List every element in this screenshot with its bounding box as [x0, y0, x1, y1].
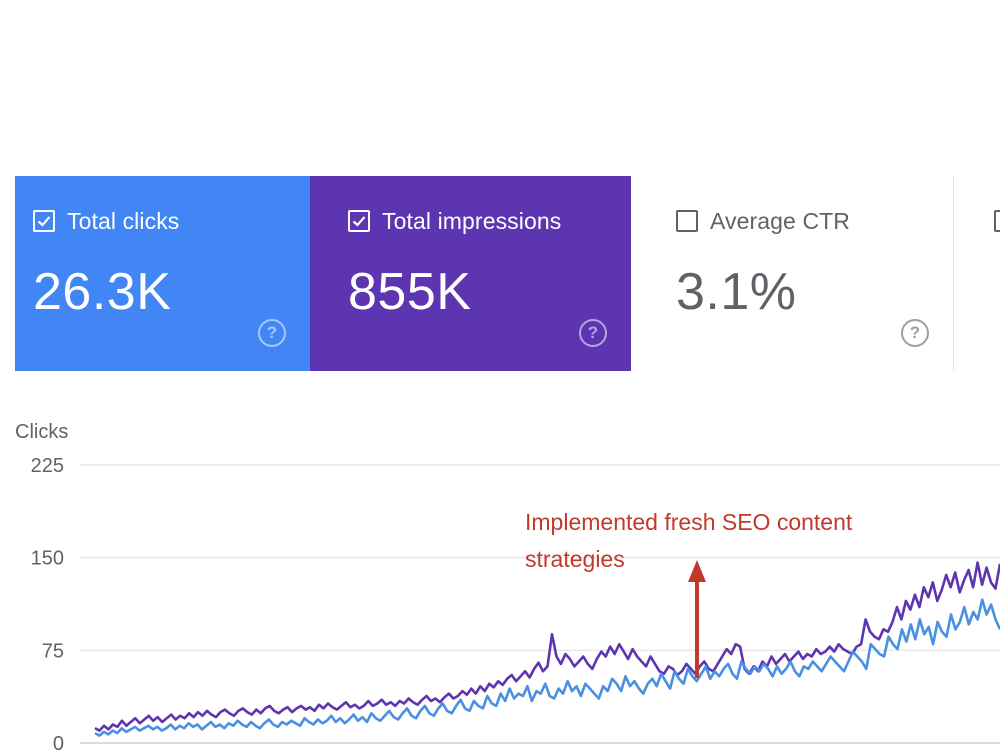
help-icon[interactable]: ?	[579, 319, 607, 347]
arrow-up-icon	[688, 560, 706, 582]
chart-series	[95, 563, 1000, 736]
y-tick-label: 0	[53, 733, 64, 750]
metric-label: Total clicks	[67, 208, 179, 235]
annotation-text-line: strategies	[525, 546, 625, 572]
metric-card-header: Total clicks	[33, 206, 310, 236]
y-axis-ticks: 0 75 150 225	[31, 455, 64, 750]
checkbox-checked-icon[interactable]	[33, 210, 55, 232]
y-tick-label: 75	[42, 640, 64, 662]
impressions-series-line	[95, 563, 1000, 731]
help-icon[interactable]: ?	[901, 319, 929, 347]
checkbox-unchecked-icon[interactable]	[994, 210, 1000, 232]
y-tick-label: 225	[31, 455, 64, 477]
y-axis-title: Clicks	[15, 421, 68, 443]
metric-card-total-impressions[interactable]: Total impressions 855K ?	[310, 176, 631, 371]
chart-grid	[80, 465, 1000, 743]
metric-label: Average CTR	[710, 208, 850, 235]
metric-card-average-ctr[interactable]: Average CTR 3.1% ?	[631, 176, 954, 371]
metric-card-total-clicks[interactable]: Total clicks 26.3K ?	[15, 176, 310, 371]
y-tick-label: 150	[31, 548, 64, 570]
metric-card-partial[interactable]	[954, 176, 1000, 371]
checkbox-checked-icon[interactable]	[348, 210, 370, 232]
metric-card-header: Average CTR	[676, 206, 953, 236]
help-icon[interactable]: ?	[258, 319, 286, 347]
annotation-text-line: Implemented fresh SEO content	[525, 509, 853, 535]
metric-card-header	[994, 206, 1000, 236]
metric-cards: Total clicks 26.3K ? Total impressions 8…	[15, 176, 1000, 371]
clicks-line-chart: Clicks 0 75 150 225 Implemented fresh SEO c…	[0, 410, 1000, 750]
metric-card-header: Total impressions	[348, 206, 631, 236]
chart-annotation: Implemented fresh SEO content strategies	[525, 509, 853, 678]
metric-value: 26.3K	[33, 262, 310, 322]
metric-value: 3.1%	[676, 262, 953, 322]
metric-value: 855K	[348, 262, 631, 322]
checkbox-unchecked-icon[interactable]	[676, 210, 698, 232]
metric-label: Total impressions	[382, 208, 561, 235]
